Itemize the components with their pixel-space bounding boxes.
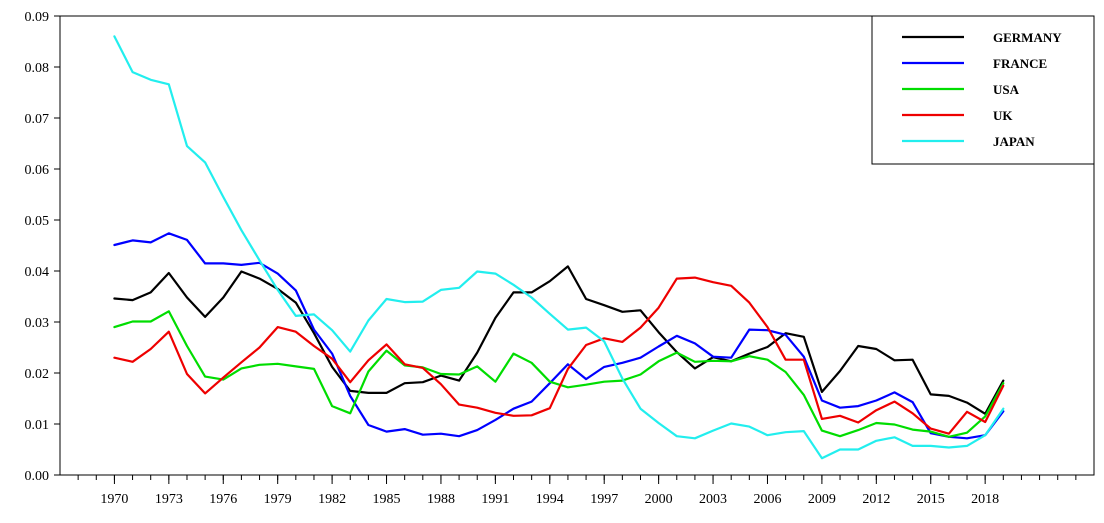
x-tick-label: 2018 xyxy=(971,492,999,507)
y-tick-label: 0.05 xyxy=(25,214,50,229)
series-line-germany xyxy=(113,265,1005,415)
y-tick-label: 0.01 xyxy=(25,418,50,433)
legend: GERMANY FRANCE USA UK JAPAN xyxy=(871,15,1095,165)
y-tick-label: 0.00 xyxy=(25,469,50,484)
y-tick-label: 0.07 xyxy=(25,112,50,127)
series-lines xyxy=(113,35,1005,460)
y-tick-label: 0.08 xyxy=(25,61,50,76)
y-tick-label: 0.02 xyxy=(25,367,50,382)
x-tick-label: 1973 xyxy=(155,492,183,507)
y-tick-label: 0.04 xyxy=(25,265,50,280)
x-tick-label: 2006 xyxy=(753,492,781,507)
x-tick-label: 1979 xyxy=(264,492,292,507)
series-line-uk xyxy=(113,276,1005,435)
x-tick-label: 1997 xyxy=(590,492,618,507)
x-tick-label: 1988 xyxy=(427,492,455,507)
x-tick-label: 1994 xyxy=(536,492,564,507)
legend-label-japan: JAPAN xyxy=(993,134,1035,149)
y-tick-label: 0.09 xyxy=(25,10,50,25)
y-tick-label: 0.03 xyxy=(25,316,50,331)
legend-label-uk: UK xyxy=(993,108,1013,123)
x-tick-label: 1985 xyxy=(373,492,401,507)
series-line-japan xyxy=(113,35,1005,460)
chart-axes: 0.00 0.01 0.02 0.03 0.04 0.05 0.06 0.07 0.08 0.09… xyxy=(25,10,1095,507)
x-tick-label: 1982 xyxy=(318,492,346,507)
y-tick-label: 0.06 xyxy=(25,163,50,178)
x-tick-label: 2012 xyxy=(862,492,890,507)
x-tick-label: 2009 xyxy=(808,492,836,507)
legend-label-usa: USA xyxy=(993,82,1020,97)
series-line-france xyxy=(113,232,1005,440)
x-tick-label: 2003 xyxy=(699,492,727,507)
x-tick-label: 2015 xyxy=(917,492,945,507)
x-tick-label: 1991 xyxy=(481,492,509,507)
x-tick-label: 2000 xyxy=(645,492,673,507)
plot-frame xyxy=(59,15,1095,476)
legend-label-germany: GERMANY xyxy=(993,30,1062,45)
x-tick-label: 1976 xyxy=(209,492,237,507)
x-tick-label: 1970 xyxy=(100,492,128,507)
legend-label-france: FRANCE xyxy=(993,56,1047,71)
series-line-usa xyxy=(113,310,1005,438)
